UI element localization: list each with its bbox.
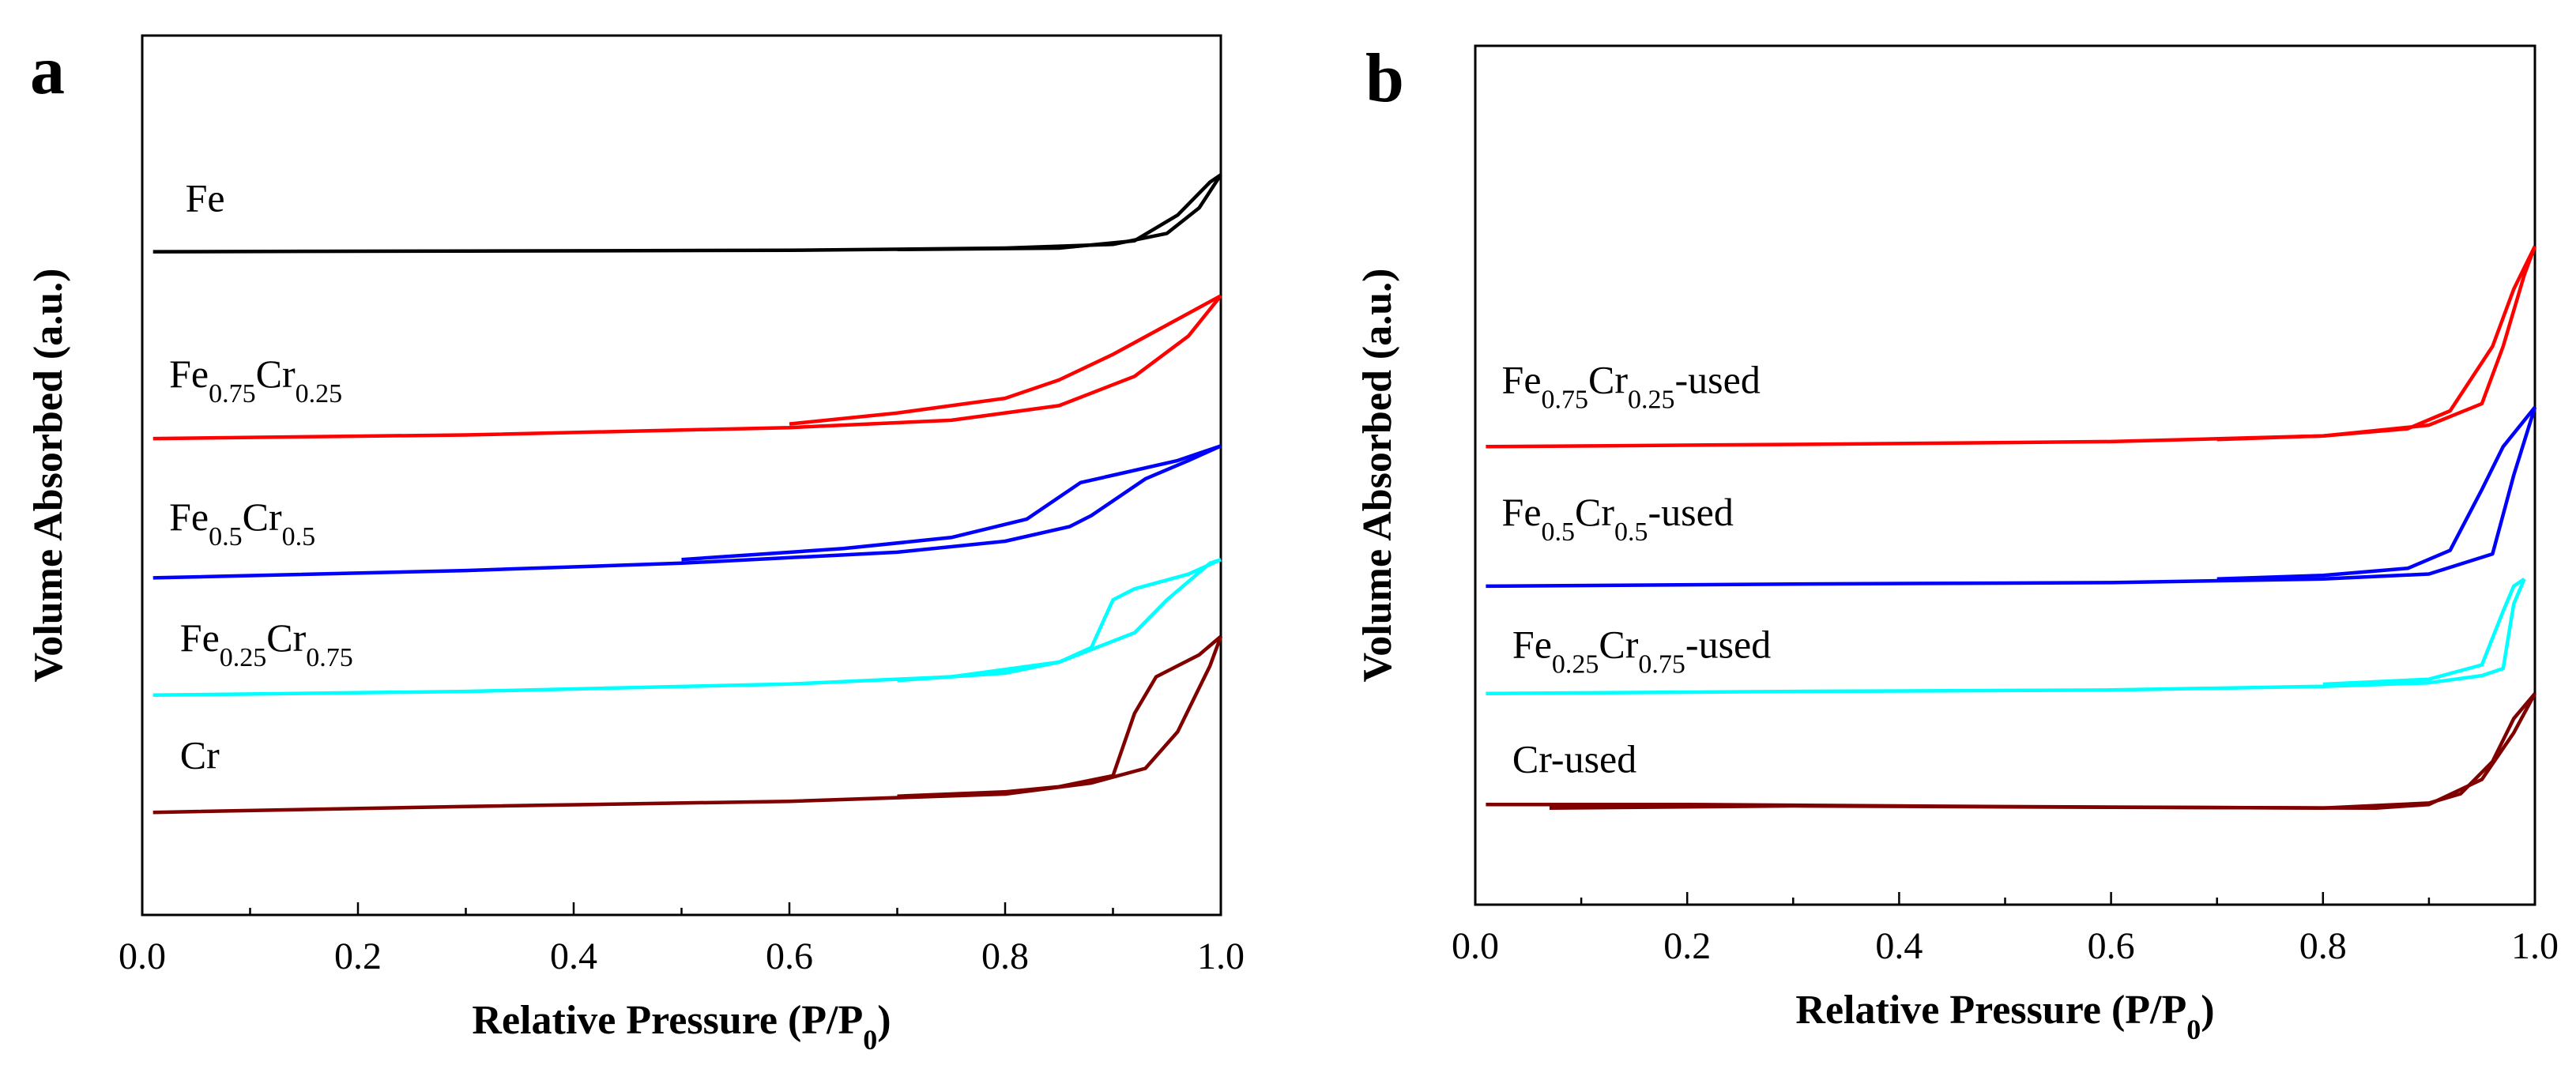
x-tick-label: 1.0: [1197, 935, 1245, 977]
series-fe0-75cr0-25: Fe0.75Cr0.25: [153, 294, 1222, 441]
adsorption-branch: [153, 173, 1222, 254]
x-tick-label: 0.8: [981, 935, 1029, 977]
x-tick-label: 0.6: [2088, 925, 2135, 967]
desorption-branch: [2216, 405, 2536, 582]
desorption-branch: [1549, 692, 2536, 810]
desorption-branch: [897, 634, 1222, 798]
x-tick-label: 0.0: [1452, 925, 1499, 967]
panel-b: b 0.0 0.2 0.4 0.6 0.8 1.0 Relative Pressure (P/…: [1355, 40, 2559, 1045]
adsorption-branch: [1486, 692, 2536, 810]
x-axis-title: Relative Pressure (P/P0): [1795, 988, 2214, 1045]
y-axis-title: Volume Absorbed (a.u.): [26, 269, 71, 683]
x-tick-label: 0.4: [550, 935, 597, 977]
plot-frame: [141, 34, 1222, 917]
series-fe0-5cr0-5: Fe0.5Cr0.5: [153, 444, 1222, 580]
series-cr-used: Cr-used: [1486, 692, 2536, 810]
x-tick-label: 0.2: [334, 935, 382, 977]
adsorption-branch: [1486, 245, 2537, 449]
desorption-branch: [2322, 577, 2525, 687]
adsorption-branch: [153, 558, 1222, 698]
series-label: Fe0.75Cr0.25: [169, 352, 342, 408]
desorption-branch: [897, 173, 1222, 252]
adsorption-branch: [153, 294, 1222, 441]
panel-letter: a: [30, 32, 65, 109]
adsorption-branch: [153, 444, 1222, 580]
series-label: Fe0.25Cr0.75: [180, 615, 353, 672]
series-label: Fe0.25Cr0.75-used: [1512, 622, 1771, 679]
series-fe0-25cr0-75-used: Fe0.25Cr0.75-used: [1486, 577, 2526, 696]
series-cr: Cr: [153, 634, 1223, 815]
series-fe0-75cr0-25-used: Fe0.75Cr0.25-used: [1486, 245, 2537, 449]
x-tick-label: 0.2: [1663, 925, 1711, 967]
series-fe0-5cr0-5-used: Fe0.5Cr0.5-used: [1486, 405, 2537, 589]
y-axis-title: Volume Absorbed (a.u.): [1355, 269, 1400, 683]
x-tick-label: 1.0: [2511, 925, 2559, 967]
series-label: Fe0.75Cr0.25-used: [1502, 357, 1761, 414]
desorption-branch: [2216, 245, 2537, 442]
x-tick-label: 0.4: [1875, 925, 1923, 967]
series-fe0-25cr0-75: Fe0.25Cr0.75: [153, 558, 1222, 698]
x-tick-label: 0.8: [2299, 925, 2347, 967]
series-label: Cr: [180, 733, 220, 777]
desorption-branch: [681, 444, 1222, 562]
series-label: Fe0.5Cr0.5-used: [1502, 490, 1734, 547]
adsorption-branch: [1486, 406, 2537, 589]
adsorption-branch: [153, 635, 1223, 815]
series-label: Cr-used: [1512, 736, 1636, 781]
x-tick-label: 0.6: [766, 935, 813, 977]
series-fe: Fe: [153, 173, 1222, 254]
desorption-branch: [897, 558, 1222, 683]
x-tick-label: 0.0: [119, 935, 166, 977]
x-axis-title: Relative Pressure (P/P0): [472, 998, 891, 1056]
series-label: Fe0.5Cr0.5: [169, 495, 315, 551]
panel-letter: b: [1365, 40, 1404, 117]
panel-a: a 0.0 0.2 0.4 0.6 0.8 1.0 Relative Pressure (P/…: [26, 32, 1245, 1056]
desorption-branch: [789, 294, 1222, 426]
series-label: Fe: [186, 176, 225, 220]
adsorption-branch: [1486, 578, 2526, 696]
